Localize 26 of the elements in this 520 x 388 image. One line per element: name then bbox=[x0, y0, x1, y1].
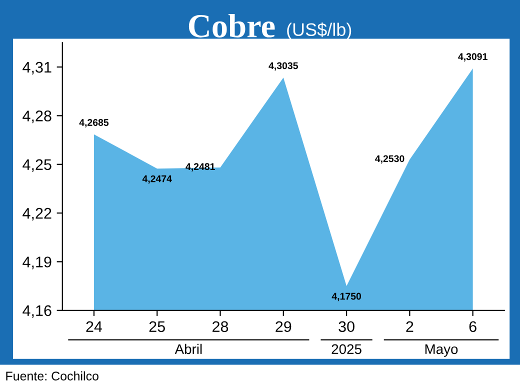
x-tick-label: 25 bbox=[149, 321, 165, 332]
y-tick-label: 4,19 bbox=[22, 256, 52, 270]
x-tick-label: 2 bbox=[406, 321, 414, 332]
x-tick-label: 24 bbox=[86, 321, 102, 332]
y-tick-label: 4,25 bbox=[22, 159, 52, 172]
data-label: 4,3091 bbox=[458, 53, 488, 62]
text: Mayo bbox=[425, 344, 458, 357]
x-tick-label: 6 bbox=[469, 321, 476, 332]
data-label: 4,2474 bbox=[142, 175, 172, 184]
data-label: 4,2481 bbox=[186, 163, 215, 172]
data-label: 4,2530 bbox=[375, 155, 404, 164]
text: 2025 bbox=[332, 344, 362, 354]
chart-subtitle: (US$/lb) bbox=[287, 22, 352, 40]
y-tick-label: 4,22 bbox=[22, 208, 52, 221]
data-label: 4,1750 bbox=[332, 292, 362, 302]
y-tick-label: 4,28 bbox=[22, 110, 52, 124]
data-label: 4,3035 bbox=[268, 62, 298, 71]
chart-title: Cobre bbox=[188, 14, 275, 38]
data-label: 4,2685 bbox=[79, 119, 109, 128]
source-note: Fuente: Cochilco bbox=[6, 371, 98, 380]
y-tick-label: 4,31 bbox=[22, 62, 52, 75]
x-tick-label: 30 bbox=[338, 321, 354, 332]
text: Abril bbox=[174, 344, 202, 354]
x-tick-label: 29 bbox=[276, 321, 292, 332]
x-tick-label: 28 bbox=[212, 321, 228, 332]
y-tick-label: 4,16 bbox=[22, 305, 52, 318]
